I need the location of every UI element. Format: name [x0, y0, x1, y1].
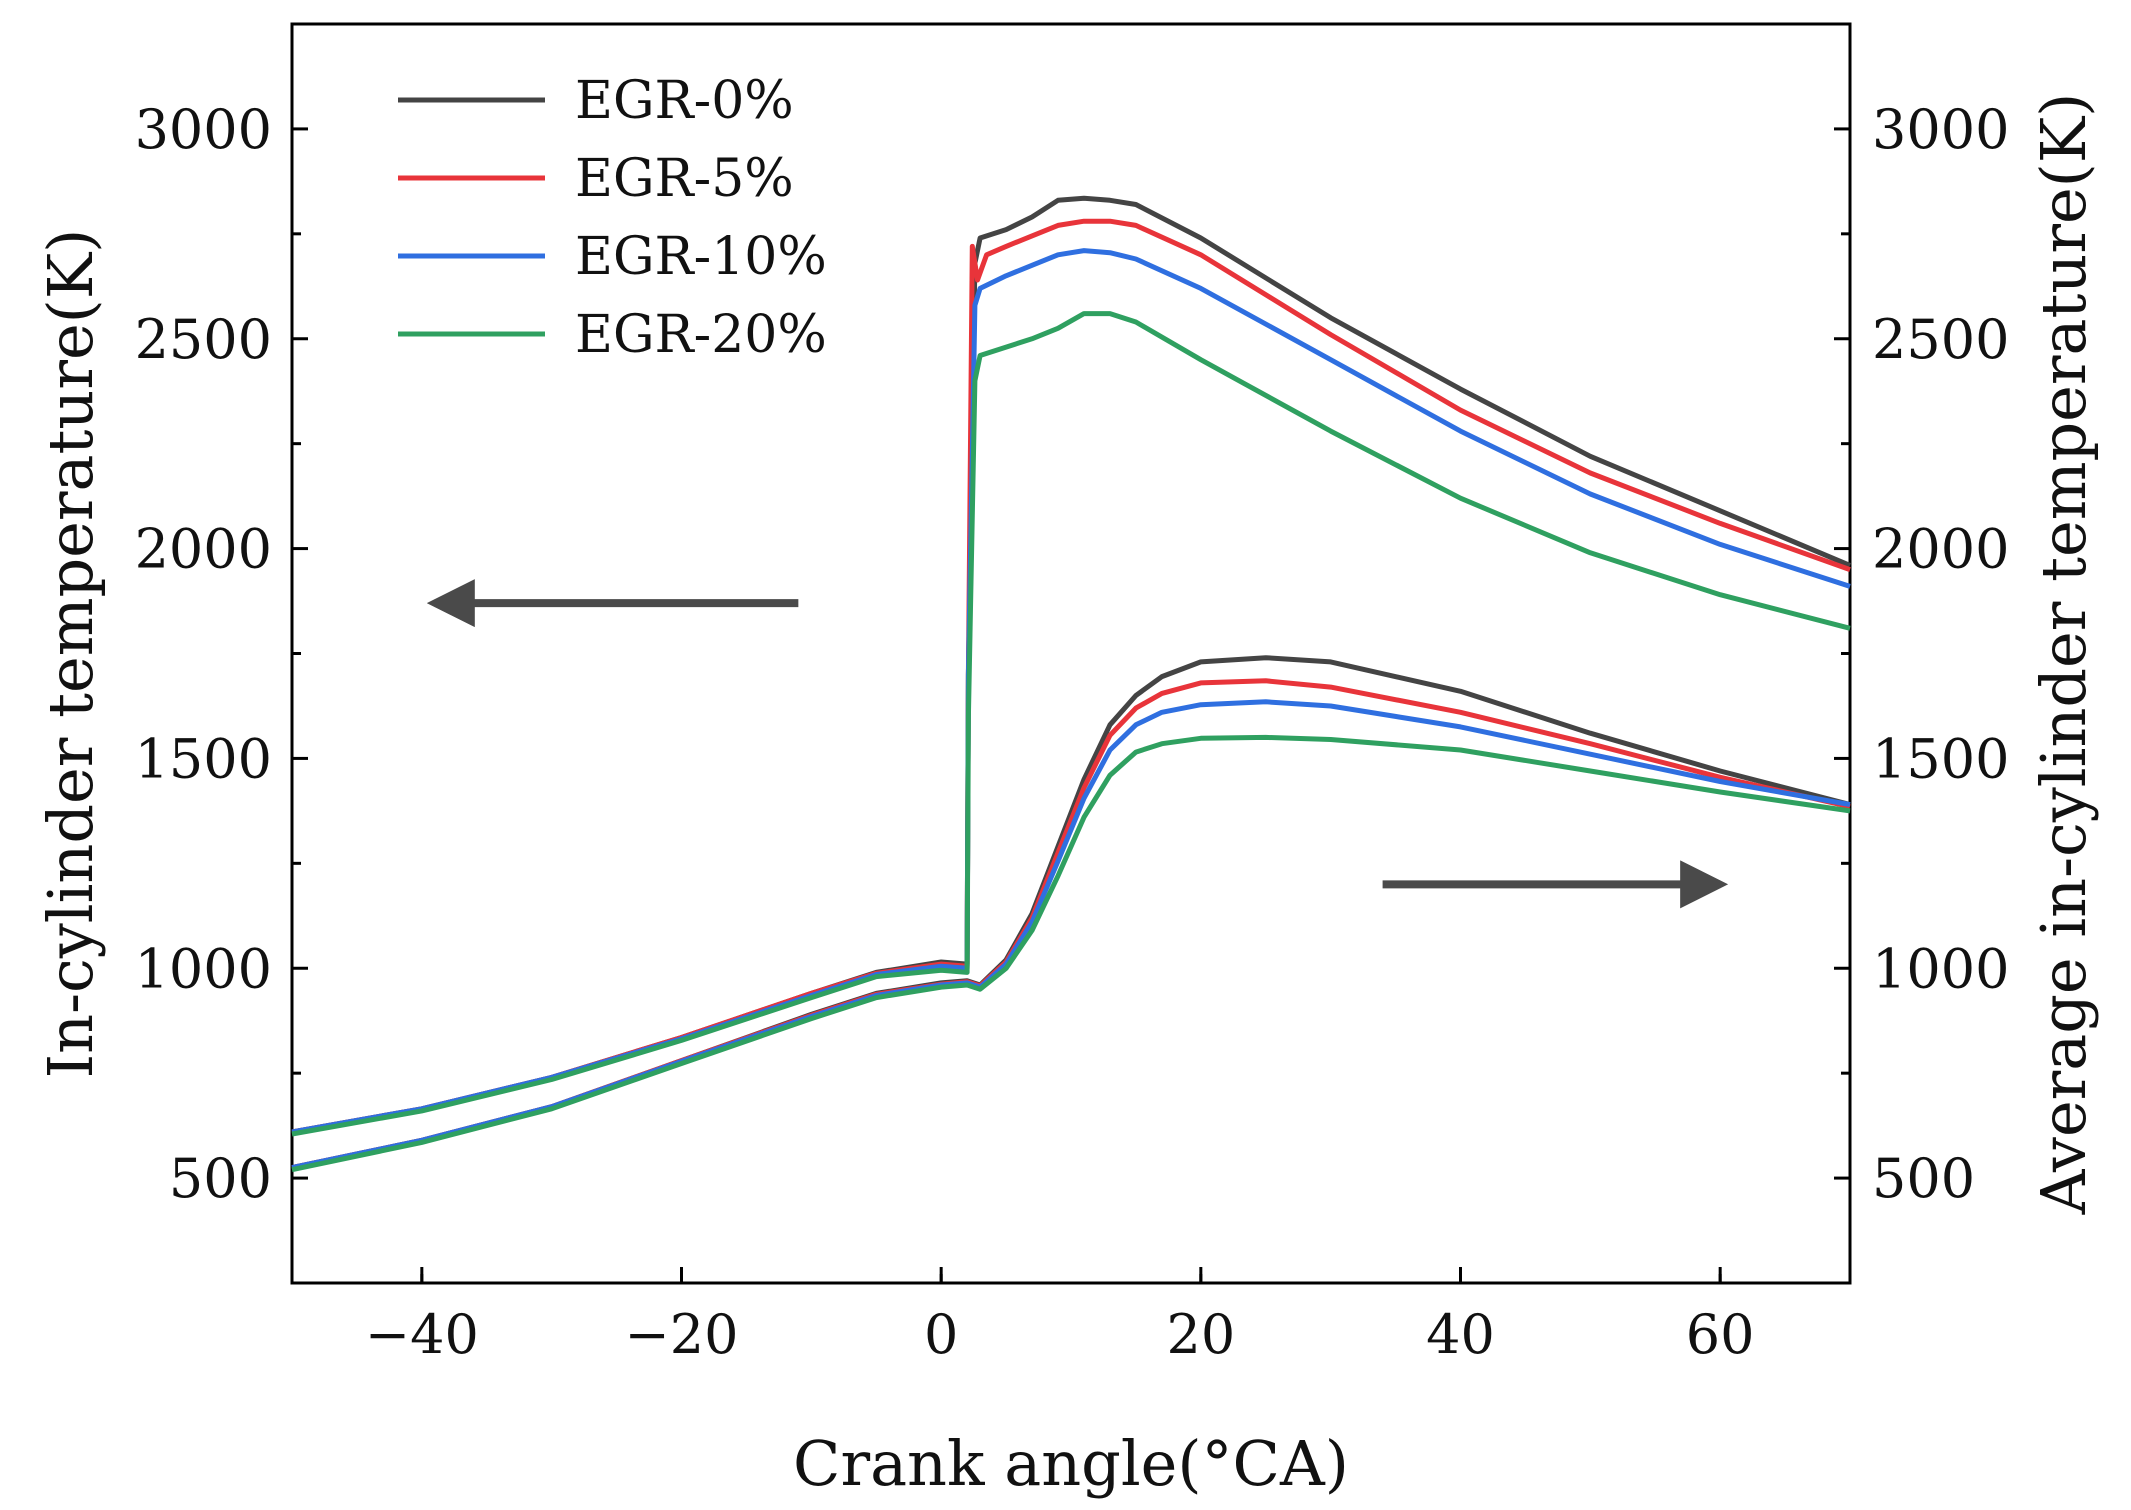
- legend-label: EGR-5%: [575, 149, 794, 209]
- x-axis-title: Crank angle(°CA): [793, 1427, 1349, 1500]
- left-y-tick-label: 3000: [135, 98, 272, 161]
- right-y-tick-label: 1000: [1872, 937, 2009, 1000]
- left-y-tick-label: 2500: [135, 308, 272, 371]
- right-y-tick-label: 1500: [1872, 727, 2009, 790]
- x-tick-label: 20: [1166, 1303, 1235, 1366]
- series-line-average-egr20: [291, 734, 1851, 1173]
- x-tick-label: 60: [1686, 1303, 1755, 1366]
- series-line-in-cylinder-egr10: [291, 248, 1851, 1135]
- right-y-tick-label: 3000: [1872, 98, 2009, 161]
- series-layer: [291, 195, 1851, 1173]
- series-line-in-cylinder-egr0: [291, 195, 1851, 1135]
- left-y-tick-label: 1500: [135, 727, 272, 790]
- ticks-layer: −40 −20 0 20 40 60 500 500 1000 1000 1500 1500 2000 2…: [135, 98, 2010, 1366]
- left-y-tick-label: 1000: [135, 937, 272, 1000]
- series-line-in-cylinder-egr20: [291, 311, 1851, 1137]
- x-tick-label: 0: [924, 1303, 958, 1366]
- legend-label: EGR-10%: [575, 227, 827, 287]
- series-line-average-egr5: [291, 678, 1851, 1171]
- right-y-axis-title: Average in-cylinder temperature(K): [2027, 93, 2100, 1216]
- right-y-tick-label: 2500: [1872, 308, 2009, 371]
- legend-label: EGR-20%: [575, 305, 827, 365]
- x-tick-label: −20: [625, 1303, 739, 1366]
- right-y-tick-label: 2000: [1872, 518, 2009, 581]
- left-y-tick-label: 2000: [135, 518, 272, 581]
- series-line-in-cylinder-egr5: [291, 218, 1851, 1135]
- arrow-layer: [426, 579, 1729, 909]
- left-y-axis-title: In-cylinder temperature(K): [34, 229, 107, 1079]
- legend: EGR-0% EGR-5% EGR-10% EGR-20%: [398, 71, 827, 365]
- series-line-average-egr0: [291, 655, 1851, 1171]
- right-y-tick-label: 500: [1872, 1147, 1975, 1210]
- legend-label: EGR-0%: [575, 71, 794, 131]
- left-y-tick-label: 500: [169, 1147, 272, 1210]
- x-tick-label: 40: [1426, 1303, 1495, 1366]
- x-tick-label: −40: [365, 1303, 479, 1366]
- plot-frame: [290, 22, 1852, 1285]
- series-line-average-egr10: [291, 699, 1851, 1171]
